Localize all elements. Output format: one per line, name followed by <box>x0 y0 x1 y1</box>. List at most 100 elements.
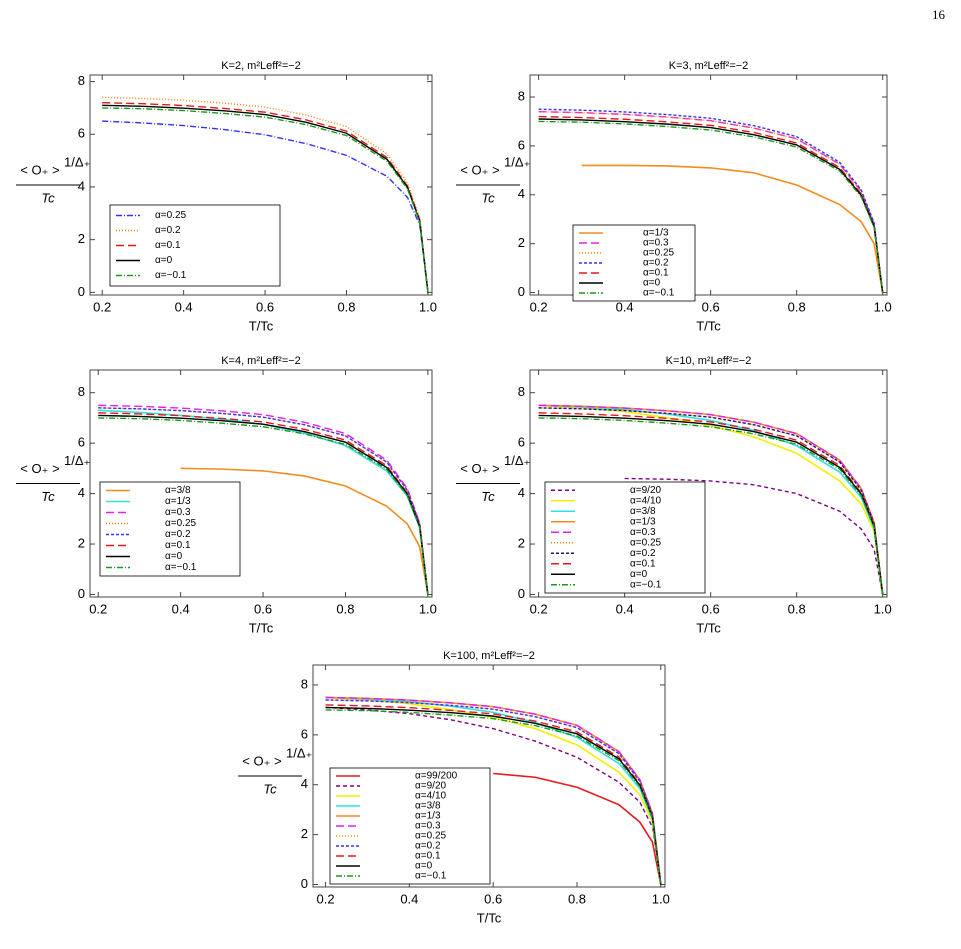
x-tick-label: 0.8 <box>336 601 354 616</box>
plot-frame <box>89 74 433 296</box>
legend-label: α=0.1 <box>643 268 669 279</box>
y-axis-label-exponent: 1/Δ₊ <box>286 745 312 760</box>
y-tick-label: 6 <box>518 137 525 152</box>
y-axis-label-numerator: < O₊ > <box>20 162 59 177</box>
y-tick-label: 8 <box>518 88 525 103</box>
y-tick-label: 2 <box>301 826 308 841</box>
legend-label: α=0.1 <box>415 851 441 862</box>
data-line <box>98 404 429 595</box>
data-line <box>493 772 662 885</box>
data-line <box>98 417 429 595</box>
x-tick-label: 0.2 <box>93 299 111 314</box>
y-tick-label: 8 <box>518 384 525 399</box>
y-axis-label-numerator: < O₊ > <box>242 753 281 768</box>
legend-label: α=0.2 <box>643 258 669 269</box>
x-tick-label: 1.0 <box>652 891 670 906</box>
x-axis-label: T/Tc <box>477 910 502 925</box>
legend-label: α=0.3 <box>643 238 669 249</box>
legend-label: α=0.1 <box>165 540 191 551</box>
x-tick-label: 0.6 <box>702 601 720 616</box>
legend-box <box>572 224 696 302</box>
data-line <box>538 407 884 595</box>
legend-label: α=−0.1 <box>155 270 187 281</box>
legend-label: α=0.3 <box>415 821 441 832</box>
x-axis-label: T/Tc <box>696 318 721 333</box>
plot-frame <box>529 369 888 598</box>
legend-label: α=1/3 <box>415 811 441 822</box>
y-axis-label-exponent: 1/Δ₊ <box>504 453 530 468</box>
chart-title: K=10, m²Leff²=−2 <box>666 355 752 367</box>
y-tick-label: 0 <box>518 586 525 601</box>
y-axis-label-denominator: Tc <box>481 489 495 504</box>
legend-label: α=0.2 <box>630 548 656 559</box>
legend-label: α=−0.1 <box>165 562 197 573</box>
x-axis-label: T/Tc <box>696 620 721 635</box>
y-axis-label-exponent: 1/Δ₊ <box>504 154 530 169</box>
x-tick-label: 0.8 <box>337 299 355 314</box>
legend-box <box>544 481 706 594</box>
legend-label: α=0.2 <box>165 529 191 540</box>
x-tick-label: 0.2 <box>530 299 548 314</box>
y-tick-label: 4 <box>518 485 525 500</box>
legend-label: α=0.3 <box>630 527 656 538</box>
plot-frame <box>529 74 888 296</box>
legend-label: α=0.25 <box>415 831 447 842</box>
x-axis-label: T/Tc <box>249 620 274 635</box>
x-tick-label: 0.4 <box>172 601 190 616</box>
legend-label: α=0.2 <box>155 225 181 236</box>
y-tick-label: 6 <box>518 435 525 450</box>
legend-label: α=0.2 <box>415 841 441 852</box>
legend-label: α=0.25 <box>643 248 675 259</box>
y-tick-label: 6 <box>78 126 85 141</box>
legend-label: α=1/3 <box>643 228 669 239</box>
legend-label: α=−0.1 <box>630 579 662 590</box>
chart-title: K=2, m²Leff²=−2 <box>221 60 301 72</box>
legend-label: α=0.25 <box>155 210 187 221</box>
data-line <box>581 164 884 293</box>
x-tick-label: 1.0 <box>419 601 437 616</box>
x-tick-label: 0.6 <box>256 299 274 314</box>
chart-title: K=3, m²Leff²=−2 <box>669 60 749 72</box>
legend-box <box>109 204 281 287</box>
x-tick-label: 0.4 <box>175 299 193 314</box>
legend-box <box>329 767 491 885</box>
plot-frame <box>89 369 433 598</box>
x-tick-label: 0.4 <box>400 891 418 906</box>
data-line <box>624 477 884 595</box>
data-line <box>98 407 429 595</box>
legend-label: α=0 <box>415 861 433 872</box>
data-line <box>538 404 884 595</box>
y-tick-label: 4 <box>78 485 85 500</box>
legend-label: α=9/20 <box>415 781 447 792</box>
data-line <box>102 107 429 293</box>
y-tick-label: 8 <box>78 73 85 88</box>
legend-label: α=0.25 <box>630 537 662 548</box>
y-axis-label-exponent: 1/Δ₊ <box>64 453 90 468</box>
data-line <box>538 120 884 293</box>
data-line <box>102 104 429 293</box>
y-tick-label: 2 <box>518 535 525 550</box>
legend-label: α=0.25 <box>165 518 197 529</box>
y-axis-label-denominator: Tc <box>41 489 55 504</box>
legend-label: α=3/8 <box>165 485 191 496</box>
x-tick-label: 0.2 <box>317 891 335 906</box>
data-line <box>325 699 662 885</box>
legend-label: α=1/3 <box>630 516 656 527</box>
legend-label: α=99/200 <box>415 771 458 782</box>
x-tick-label: 0.4 <box>616 299 634 314</box>
y-tick-label: 4 <box>78 178 85 193</box>
legend-label: α=0 <box>165 551 183 562</box>
y-tick-label: 2 <box>78 535 85 550</box>
x-tick-label: 0.4 <box>616 601 634 616</box>
legend-label: α=0.1 <box>630 558 656 569</box>
plot-frame <box>312 664 666 888</box>
y-axis-label-denominator: Tc <box>263 781 277 796</box>
y-axis-label-numerator: < O₊ > <box>460 461 499 476</box>
chart-title: K=100, m²Leff²=−2 <box>443 650 535 662</box>
legend-label: α=3/8 <box>630 506 656 517</box>
legend-label: α=0 <box>630 569 648 580</box>
legend-label: α=−0.1 <box>415 871 447 882</box>
x-tick-label: 0.8 <box>788 601 806 616</box>
data-line <box>102 96 429 293</box>
